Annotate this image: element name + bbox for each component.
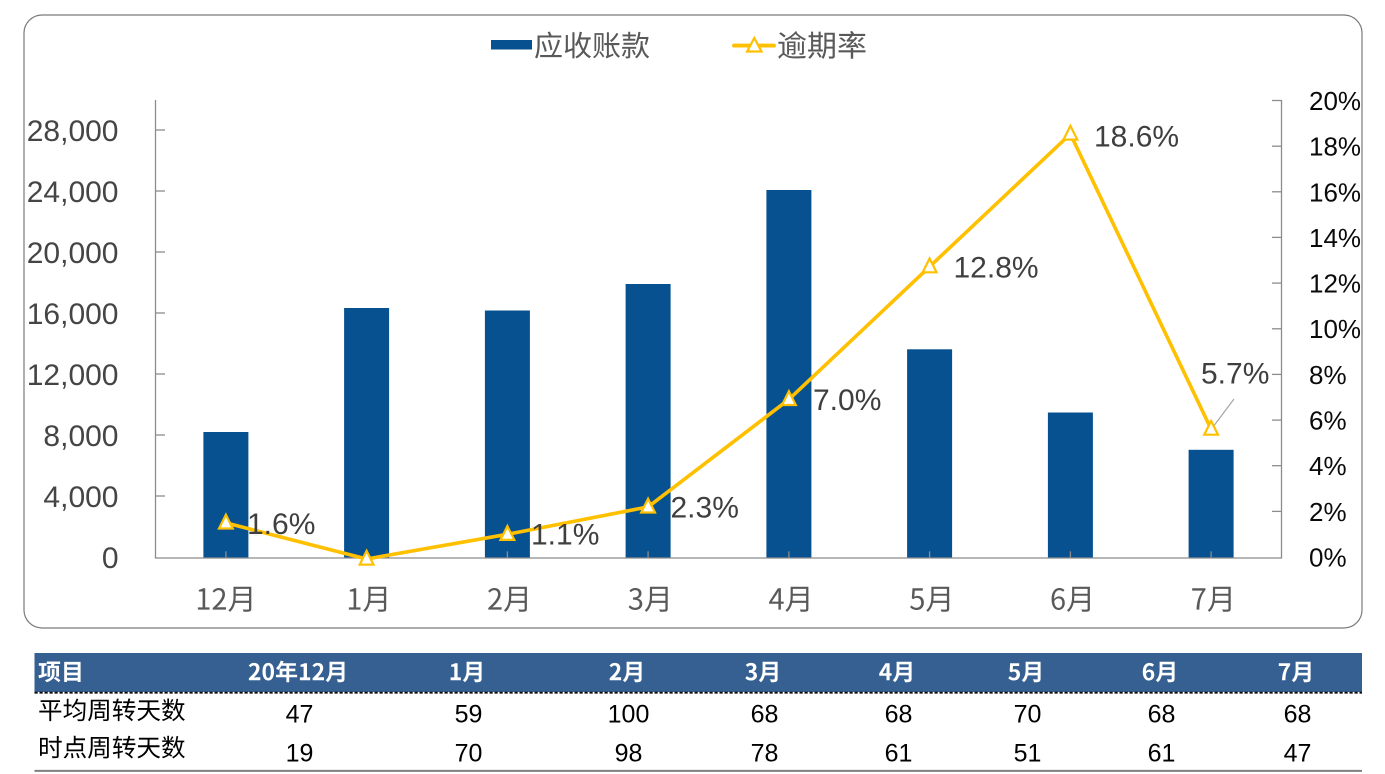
svg-text:47: 47 [286, 700, 314, 728]
svg-text:4%: 4% [1309, 451, 1347, 481]
svg-text:1.1%: 1.1% [531, 518, 599, 551]
svg-text:59: 59 [455, 700, 483, 728]
svg-text:6%: 6% [1309, 406, 1347, 436]
svg-text:61: 61 [1148, 739, 1176, 767]
svg-text:98: 98 [615, 739, 643, 767]
svg-text:24,000: 24,000 [27, 176, 119, 209]
svg-text:2%: 2% [1309, 497, 1347, 527]
svg-text:4,000: 4,000 [43, 481, 118, 514]
svg-text:12,000: 12,000 [27, 359, 119, 392]
svg-text:78: 78 [751, 739, 779, 767]
svg-text:70: 70 [455, 739, 483, 767]
svg-text:14%: 14% [1309, 223, 1361, 253]
svg-text:68: 68 [751, 700, 779, 728]
svg-text:68: 68 [1148, 700, 1176, 728]
svg-text:19: 19 [286, 739, 314, 767]
svg-text:61: 61 [885, 739, 913, 767]
svg-text:10%: 10% [1309, 314, 1361, 344]
svg-text:7.0%: 7.0% [813, 384, 881, 417]
svg-text:8%: 8% [1309, 360, 1347, 390]
svg-text:28,000: 28,000 [27, 115, 119, 148]
svg-text:16%: 16% [1309, 177, 1361, 207]
svg-text:16,000: 16,000 [27, 298, 119, 331]
svg-text:68: 68 [1284, 700, 1312, 728]
svg-text:1.6%: 1.6% [247, 508, 315, 541]
svg-text:12.8%: 12.8% [954, 252, 1039, 285]
svg-text:0%: 0% [1309, 543, 1347, 573]
svg-text:12%: 12% [1309, 269, 1361, 299]
svg-text:70: 70 [1014, 700, 1042, 728]
svg-text:20%: 20% [1309, 86, 1361, 116]
svg-text:100: 100 [608, 700, 650, 728]
svg-text:8,000: 8,000 [43, 420, 118, 453]
svg-text:0: 0 [102, 542, 119, 575]
svg-text:51: 51 [1014, 739, 1042, 767]
svg-text:20,000: 20,000 [27, 237, 119, 270]
svg-text:68: 68 [885, 700, 913, 728]
svg-text:18.6%: 18.6% [1094, 120, 1179, 153]
svg-text:47: 47 [1284, 739, 1312, 767]
svg-text:18%: 18% [1309, 132, 1361, 162]
svg-text:5.7%: 5.7% [1201, 357, 1269, 390]
svg-text:2.3%: 2.3% [671, 491, 739, 524]
